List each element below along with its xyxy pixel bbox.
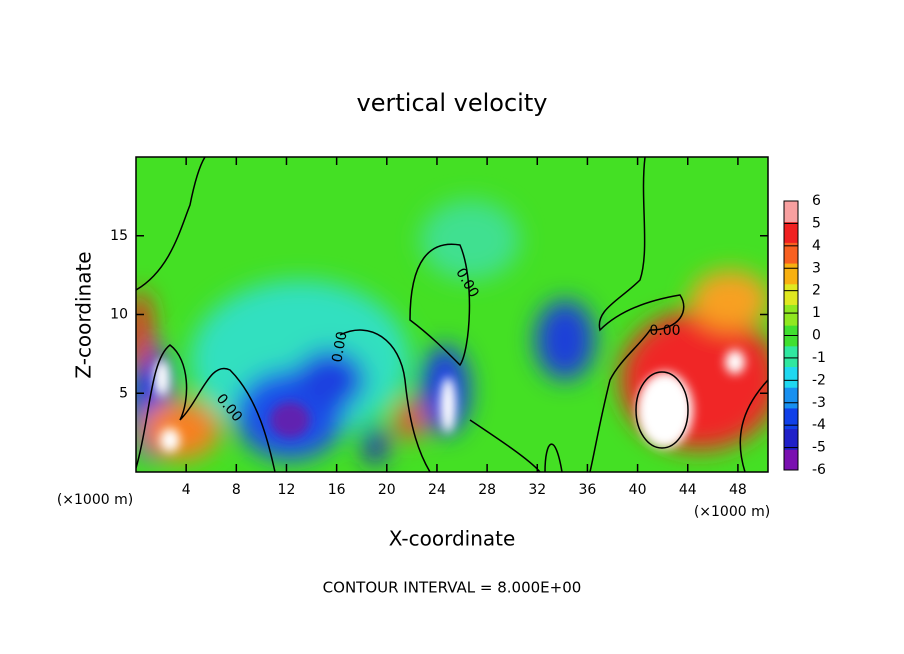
colorbar-tick-label: 6	[812, 193, 821, 209]
x-tick-label: 24	[428, 482, 446, 498]
colorbar-tick-label: 5	[812, 215, 821, 231]
colorbar-tick-label: -3	[812, 395, 826, 411]
colorbar-tick-label: 1	[812, 305, 821, 321]
colorbar-tick-label: -4	[812, 417, 826, 433]
contour-label: 0.00	[329, 330, 350, 363]
x-tick-label: 40	[629, 482, 647, 498]
x-tick-label: 4	[182, 482, 191, 498]
contour-label: 0.00	[649, 323, 680, 339]
x-tick-label: 8	[232, 482, 241, 498]
y-tick-label: 10	[110, 307, 128, 323]
x-tick-label: 36	[579, 482, 597, 498]
colorbar-cell	[784, 387, 798, 409]
colorbar-tick-label: -1	[812, 350, 826, 366]
x-unit-label: (×1000 m)	[57, 492, 133, 508]
chart-title: vertical velocity	[357, 89, 548, 117]
y-axis-label: Z-coordinate	[72, 251, 96, 378]
colorbar-tick-label: 3	[812, 260, 821, 276]
footer-note: CONTOUR INTERVAL = 8.000E+00	[323, 579, 582, 597]
field	[136, 157, 768, 472]
colorbar-cell	[784, 407, 798, 430]
x-tick-label: 44	[679, 482, 697, 498]
colorbar-tick-label: 4	[812, 238, 821, 254]
x-tick-label: 12	[278, 482, 296, 498]
colorbar-cell	[784, 283, 798, 305]
colorbar-cell	[784, 345, 798, 368]
x-tick-label: 16	[328, 482, 346, 498]
colorbar-cell	[784, 304, 798, 326]
colorbar-cell	[784, 201, 798, 223]
colorbar-tick-label: -5	[812, 440, 826, 456]
colorbar-tick-label: 0	[812, 328, 821, 344]
x-axis-label: X-coordinate	[389, 527, 516, 551]
colorbar-tick-label: 2	[812, 283, 821, 299]
x-tick-label: 48	[729, 482, 747, 498]
colorbar-cell	[784, 221, 798, 243]
x-tick-label: 28	[478, 482, 496, 498]
colorbar-cell	[784, 428, 798, 450]
x-tick-label: 20	[378, 482, 396, 498]
colorbar-tick-label: -2	[812, 372, 826, 388]
x-tick-label: 32	[528, 482, 546, 498]
colorbar-cell	[784, 366, 798, 388]
colorbar-tick-label: -6	[812, 462, 826, 478]
colorbar-cell	[784, 449, 798, 471]
colorbar-cell	[784, 242, 798, 264]
y-tick-label: 15	[110, 228, 128, 244]
y-tick-label: 5	[119, 385, 128, 401]
x-unit-label: (×1000 m)	[694, 504, 770, 520]
colorbar-cell	[784, 263, 798, 285]
